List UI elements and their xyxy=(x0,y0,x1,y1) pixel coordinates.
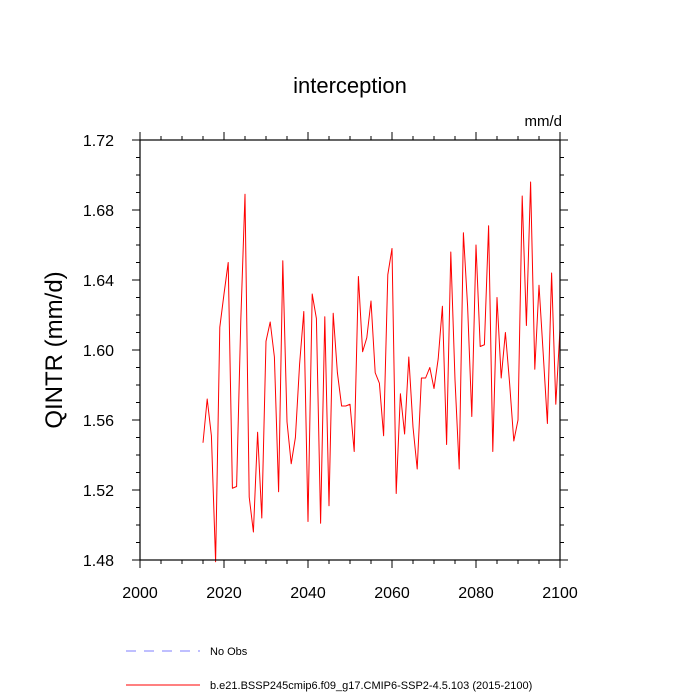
plot-frame xyxy=(139,139,561,561)
x-tick-label: 2000 xyxy=(122,585,158,602)
legend: b.e21.BSSP245cmip6.f09_g17.CMIP6-SSP2-4.… xyxy=(126,646,532,692)
x-tick-label: 2040 xyxy=(290,585,326,602)
y-tick-label: 1.56 xyxy=(83,413,114,430)
axis-tick-labels: 2000 2020 2040 2060 2080 2100 1.48 1.52 1.56 1.60… xyxy=(83,133,578,602)
series-line-0 xyxy=(202,181,561,563)
chart-title: interception xyxy=(293,73,407,98)
y-tick-label: 1.48 xyxy=(83,553,114,570)
series-layer xyxy=(202,181,561,563)
y-tick-label: 1.68 xyxy=(83,203,114,220)
axis-ticks xyxy=(132,132,568,568)
y-axis-label: QINTR (mm/d) xyxy=(41,271,68,428)
y-tick-label: 1.52 xyxy=(83,483,114,500)
x-tick-label: 2100 xyxy=(542,585,578,602)
x-tick-label: 2060 xyxy=(374,585,410,602)
y-tick-label: 1.60 xyxy=(83,343,114,360)
y-tick-label: 1.64 xyxy=(83,273,114,290)
units-label: mm/d xyxy=(525,113,563,130)
x-tick-label: 2020 xyxy=(206,585,242,602)
x-tick-label: 2080 xyxy=(458,585,494,602)
legend-label-model: b.e21.BSSP245cmip6.f09_g17.CMIP6-SSP2-4.… xyxy=(210,680,532,692)
legend-label-no-obs: No Obs xyxy=(210,646,248,658)
y-tick-label: 1.72 xyxy=(83,133,114,150)
